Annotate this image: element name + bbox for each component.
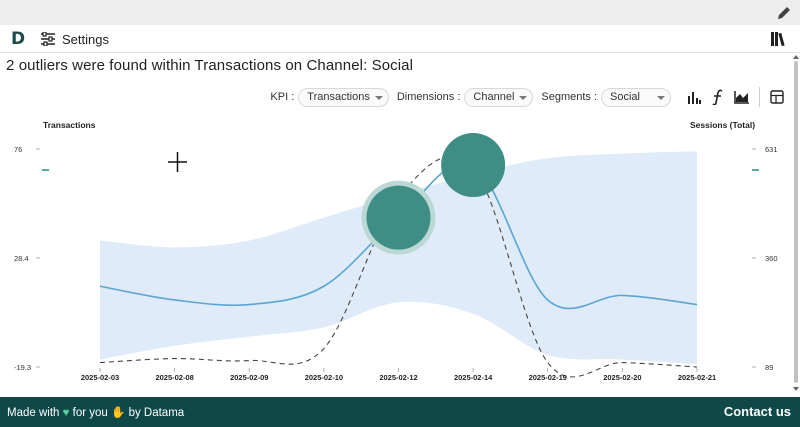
toolbar-divider (759, 87, 760, 107)
dimensions-select[interactable]: Channel (464, 87, 534, 107)
chevron-down-icon (374, 95, 383, 100)
y-left-tick-label: 76 (14, 145, 22, 154)
settings-label: Settings (62, 31, 109, 47)
table-button[interactable] (768, 88, 786, 106)
x-tick-label: 2025-02-14 (454, 373, 493, 382)
chevron-down-icon (519, 95, 528, 100)
kpi-label: KPI : (270, 91, 295, 103)
made-suffix: by Datama (128, 407, 185, 419)
x-tick-label: 2025-02-12 (379, 373, 417, 382)
function-icon (712, 89, 723, 105)
y-right-axis-title: Sessions (Total) (690, 120, 756, 130)
bar-chart-button[interactable] (685, 88, 703, 106)
x-tick-label: 2025-02-20 (603, 373, 641, 382)
table-icon (770, 90, 784, 104)
top-toolbar (0, 0, 800, 25)
page-title: 2 outliers were found within Transaction… (6, 57, 414, 74)
contact-us-link[interactable]: Contact us (723, 404, 791, 419)
outlier-point (366, 185, 431, 250)
handshake-icon: ✋ (111, 407, 126, 419)
x-tick-label: 2025-02-08 (155, 373, 193, 382)
outlier-chart: 76 28.4 -19.3 631 360 89 2025-02-03 2025-02-08… (14, 133, 778, 382)
y-left-tick-label: 28.4 (14, 254, 29, 263)
y-right-tick-label: 631 (765, 145, 778, 154)
area-chart-icon (734, 91, 749, 104)
settings-button[interactable]: Settings (40, 31, 109, 47)
dimensions-select-value: Channel (473, 90, 515, 103)
y-right-tick-label: 89 (765, 363, 773, 372)
segments-select-value: Social (610, 90, 640, 103)
confidence-band (100, 151, 697, 365)
kpi-select-value: Transactions (307, 90, 370, 103)
x-tick-label: 2025-02-19 (529, 373, 567, 382)
y-right-tick-label: 360 (765, 254, 778, 263)
y-left-tick-label: -19.3 (14, 363, 31, 372)
kpi-select[interactable]: Transactions (298, 87, 389, 107)
footer: Made with ♥ for you ✋ by Datama Contact … (0, 397, 800, 427)
segments-select[interactable]: Social (601, 87, 671, 107)
area-chart-button[interactable] (733, 88, 751, 106)
sliders-icon (41, 32, 55, 46)
x-tick-label: 2025-02-10 (305, 373, 343, 382)
heart-icon: ♥ (62, 407, 70, 419)
y-left-axis-title: Transactions (43, 120, 96, 130)
books-icon[interactable] (770, 31, 788, 47)
datama-logo[interactable]: D (11, 29, 26, 49)
chevron-down-icon (657, 95, 665, 100)
segments-label: Segments : (541, 91, 598, 103)
made-with-text: Made with ♥ for you ✋ by Datama (7, 405, 184, 419)
function-button[interactable] (709, 88, 727, 106)
made-prefix: Made with (7, 407, 60, 419)
chart-controls: KPI : Transactions Dimensions : Channel … (270, 86, 786, 108)
outlier-point (441, 133, 506, 198)
pencil-icon[interactable] (776, 5, 792, 21)
top-nav: D Settings (0, 25, 800, 53)
bar-chart-icon (688, 92, 701, 104)
x-tick-label: 2025-02-21 (678, 373, 716, 382)
made-middle: for you (72, 407, 108, 419)
scrollbar[interactable] (792, 53, 800, 393)
x-tick-label: 2025-02-09 (230, 373, 268, 382)
dimensions-label: Dimensions : (396, 91, 461, 103)
x-tick-label: 2025-02-03 (81, 373, 119, 382)
